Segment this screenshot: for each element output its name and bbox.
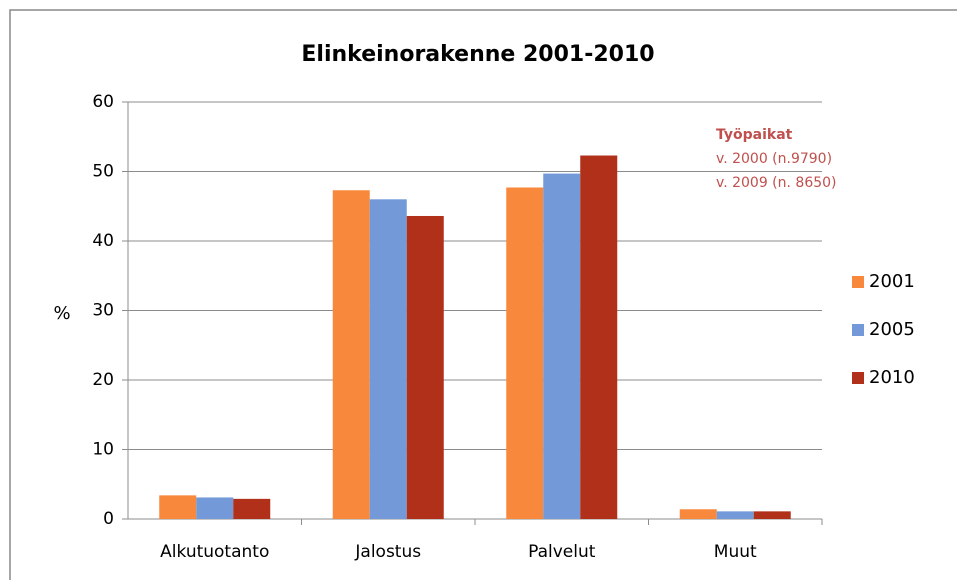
bar [506, 187, 544, 520]
x-tick-label: Palvelut [528, 542, 596, 562]
bar [753, 511, 791, 519]
y-tick-label: 60 [92, 92, 114, 112]
y-tick-label: 50 [92, 162, 114, 182]
bar [543, 173, 581, 519]
bar [716, 511, 754, 519]
x-tick-label: Muut [714, 542, 757, 562]
bar [332, 190, 370, 519]
y-tick-label: 20 [92, 370, 114, 390]
bar [369, 199, 407, 520]
legend-label: 2010 [869, 367, 915, 388]
bar [159, 495, 197, 519]
legend-swatch [852, 372, 864, 384]
chart-frame [9, 9, 957, 580]
chart-title: Elinkeinorakenne 2001-2010 [301, 42, 654, 67]
y-tick-label: 30 [92, 301, 114, 321]
bar [196, 497, 234, 519]
legend-label: 2005 [869, 319, 915, 340]
y-tick-label: 40 [92, 231, 114, 251]
x-tick-label: Alkutuotanto [160, 542, 269, 562]
legend-label: 2001 [869, 271, 915, 292]
annotation: v. 2009 (n. 8650) [716, 175, 837, 191]
y-tick-label: 10 [92, 440, 114, 460]
bar [233, 498, 271, 519]
annotation: Työpaikat [716, 127, 793, 143]
y-axis-label: % [53, 303, 70, 324]
y-tick-label: 0 [103, 509, 114, 529]
x-tick-label: Jalostus [354, 542, 421, 562]
legend-swatch [852, 324, 864, 336]
bar [580, 155, 618, 519]
bar [406, 215, 444, 520]
annotation: v. 2000 (n.9790) [716, 151, 832, 167]
legend-swatch [852, 276, 864, 288]
bar [679, 509, 717, 519]
